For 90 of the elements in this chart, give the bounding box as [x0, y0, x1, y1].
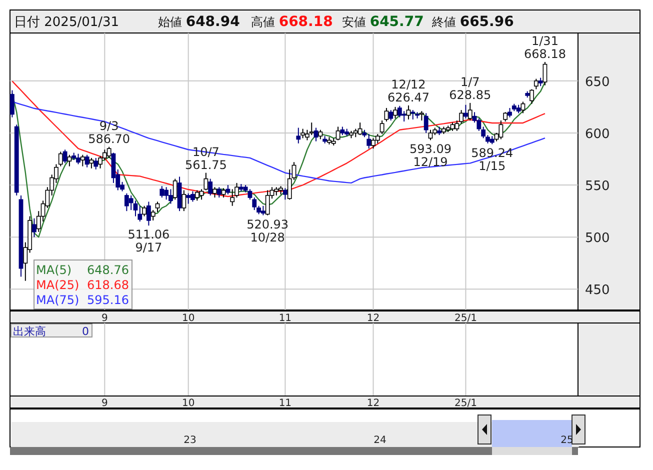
candlestick: [133, 200, 138, 217]
candlestick: [402, 110, 406, 122]
candlestick: [498, 120, 504, 140]
candlestick: [111, 152, 116, 184]
category-label: 11: [278, 398, 292, 409]
candlestick: [160, 186, 164, 198]
candlestick: [155, 201, 160, 213]
annotation: 520.93 10/28: [246, 217, 289, 244]
candlestick: [468, 102, 472, 121]
annotation: 12/12 626.47: [387, 77, 430, 104]
text: 高値 668.18: [251, 14, 333, 30]
candlestick: [406, 104, 411, 120]
text: 日付 2025/01/31: [14, 15, 120, 30]
candlestick: [534, 78, 538, 90]
candlestick: [172, 178, 178, 200]
x-tick-label: 25/1: [454, 313, 477, 324]
candlestick: [296, 127, 301, 144]
candlestick: [393, 106, 398, 119]
candlestick: [300, 128, 306, 139]
candlestick: [80, 154, 85, 167]
candlestick: [230, 188, 235, 206]
candlestick: [186, 192, 191, 204]
candlestick: [221, 188, 226, 198]
y-tick-label: 550: [585, 179, 610, 194]
candlestick: [424, 112, 428, 134]
category-label: 25/1: [454, 398, 477, 409]
candlestick: [216, 186, 222, 198]
candlestick: [314, 127, 318, 142]
candlestick: [464, 104, 468, 119]
candlestick: [58, 151, 63, 167]
annotation: 648.76: [87, 263, 129, 277]
candlestick: [428, 129, 433, 141]
y-tick-label: 650: [585, 74, 610, 90]
candlestick: [542, 61, 548, 86]
candlestick: [388, 110, 394, 121]
candlestick: [520, 101, 526, 114]
candlestick: [530, 88, 534, 104]
text: 24: [374, 435, 386, 446]
candlestick: [89, 157, 94, 169]
candlestick: [309, 122, 314, 136]
category-label: 9: [101, 398, 108, 409]
candlestick: [146, 201, 151, 226]
text: MA(25): [36, 278, 80, 292]
candlestick: [282, 188, 288, 200]
candlestick: [208, 178, 213, 196]
candlestick: [67, 154, 72, 167]
candlestick: [212, 186, 217, 198]
candlestick: [94, 157, 98, 170]
candlestick: [260, 205, 266, 216]
candlestick: [384, 107, 389, 122]
candlestick: [194, 190, 200, 202]
x-tick-label: 10: [182, 313, 195, 324]
category-label: 10: [182, 398, 195, 409]
candlestick: [10, 90, 14, 118]
text: 23: [184, 435, 196, 446]
candlestick: [358, 122, 362, 136]
candlestick: [380, 120, 384, 135]
y-tick-label: 450: [585, 283, 610, 298]
candlestick: [336, 126, 340, 141]
candlestick: [106, 146, 112, 158]
category-label: 12: [366, 398, 380, 409]
annotation: 1/7 628.85: [449, 74, 492, 102]
candlestick: [182, 190, 186, 212]
annotation: 593.09 12/19: [409, 142, 452, 170]
candlestick: [366, 134, 372, 150]
text: MA(75): [36, 293, 80, 307]
candlestick: [32, 218, 36, 238]
text: MA(5): [36, 263, 72, 277]
annotation: 1/31 668.18: [524, 34, 566, 61]
candlestick: [265, 190, 270, 216]
candlestick: [318, 129, 323, 140]
x-tick-label: 12: [366, 313, 380, 324]
x-tick-label: 9: [101, 313, 108, 324]
y-tick-label: 600: [585, 126, 610, 142]
candlestick: [419, 110, 424, 121]
annotation: 618.68: [87, 278, 129, 292]
text: 始値 648.94: [158, 14, 240, 30]
text: 終値 665.96: [431, 14, 514, 30]
candlestick: [62, 149, 68, 164]
y-tick-label: 500: [585, 231, 610, 246]
candlestick: [84, 154, 90, 168]
annotation: 595.16: [87, 293, 129, 307]
x-tick-label: 11: [278, 313, 292, 324]
candlestick: [142, 205, 146, 217]
candlestick: [410, 110, 416, 120]
text: 安値 645.77: [342, 14, 424, 30]
candlestick: [503, 112, 508, 122]
annotation: 511.06 9/17: [128, 228, 170, 255]
annotation: 9/3 586.70: [88, 118, 130, 146]
text: 出来高 0: [13, 325, 89, 338]
